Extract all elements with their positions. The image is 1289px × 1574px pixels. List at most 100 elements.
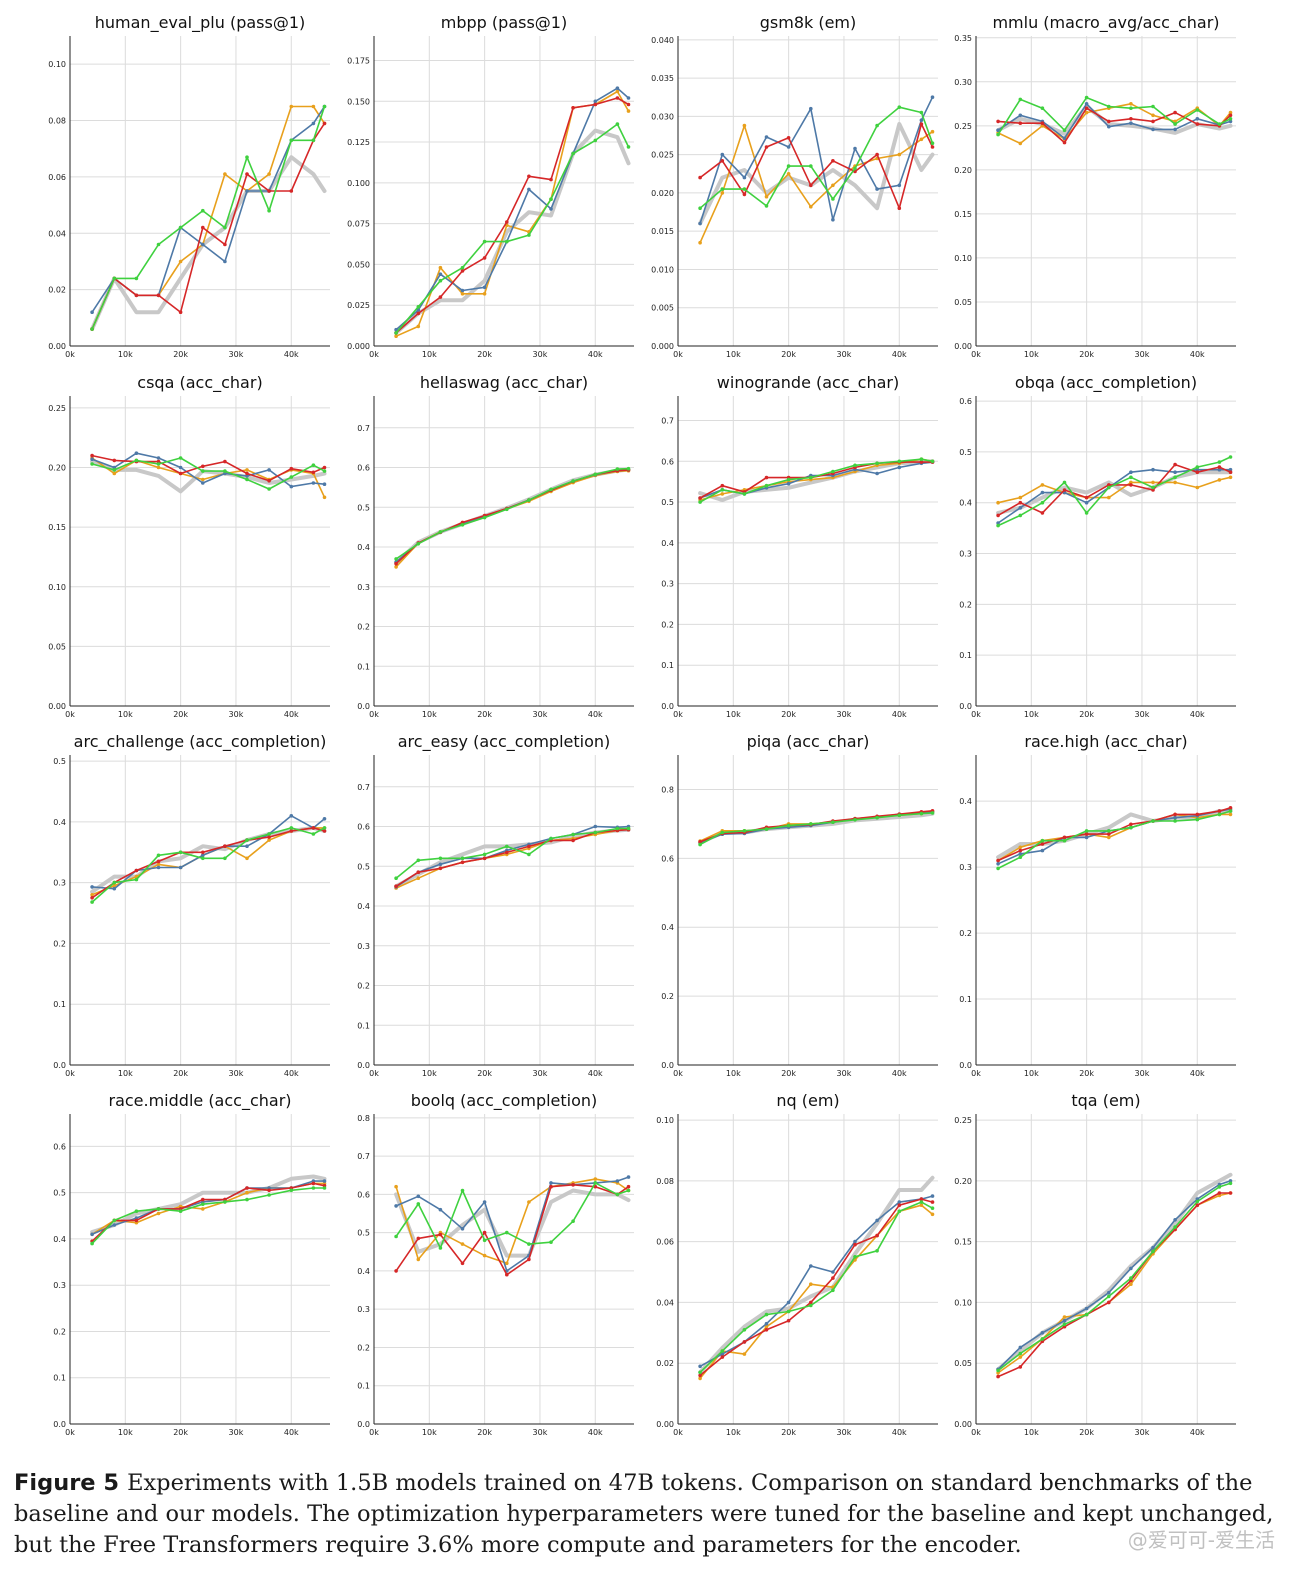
y-tick-label: 0.5 (357, 862, 370, 871)
y-tick-label: 0.10 (954, 1298, 972, 1307)
x-tick-label: 20k (1079, 1428, 1094, 1437)
data-point (720, 1352, 725, 1356)
series-line-red (997, 1192, 1232, 1378)
data-point (1018, 1351, 1023, 1356)
x-tick-label: 10k (422, 710, 437, 719)
data-point (786, 1318, 791, 1323)
data-point (178, 310, 183, 315)
y-tick-label: 0.10 (656, 1116, 674, 1125)
data-point (527, 844, 531, 849)
data-point (460, 265, 465, 270)
data-point (853, 1255, 857, 1259)
data-point (1151, 119, 1155, 124)
data-point (1173, 470, 1177, 475)
y-tick-label: 0.00 (48, 702, 66, 711)
data-point (549, 207, 553, 211)
data-point (1173, 1225, 1177, 1229)
y-tick-label: 0.2 (357, 982, 370, 991)
data-point (875, 123, 879, 128)
data-point (201, 1207, 205, 1211)
data-point (1217, 465, 1222, 469)
data-point (875, 461, 879, 466)
data-point (1084, 511, 1089, 515)
data-point (1062, 1315, 1067, 1319)
data-point (897, 1203, 902, 1207)
data-point (919, 460, 924, 464)
data-point (112, 471, 117, 476)
series-line-green (395, 1182, 630, 1249)
data-point (505, 1272, 509, 1277)
y-tick-label: 0.2 (357, 623, 370, 632)
y-tick-label: 0.4 (357, 543, 370, 552)
y-tick-label: 0.050 (347, 260, 370, 269)
data-point (1107, 832, 1111, 836)
data-point (919, 110, 924, 115)
chart-title: hellaswag (acc_char) (420, 373, 588, 393)
data-point (1129, 822, 1133, 827)
y-tick-label: 0.1 (959, 651, 972, 660)
y-tick-label: 0.02 (656, 1359, 674, 1368)
data-point (289, 104, 294, 109)
data-point (1195, 467, 1200, 472)
series-line-baseline (394, 827, 631, 889)
data-point (416, 305, 421, 309)
y-tick-label: 0.35 (954, 34, 972, 43)
data-point (156, 293, 161, 298)
data-point (178, 865, 183, 870)
y-tick-label: 0.05 (954, 298, 972, 307)
data-point (1062, 1318, 1067, 1323)
y-tick-label: 0.025 (651, 151, 674, 160)
data-point (134, 293, 139, 298)
data-point (527, 233, 531, 237)
data-point (1217, 122, 1222, 126)
data-point (853, 1242, 857, 1247)
data-point (720, 191, 725, 195)
data-point (311, 121, 316, 126)
data-point (438, 1232, 443, 1237)
data-point (311, 1186, 316, 1190)
data-point (267, 832, 271, 836)
series-line-blue (395, 87, 630, 331)
series-line-green (997, 1182, 1232, 1372)
data-point (482, 285, 487, 290)
y-tick-label: 0.6 (53, 1142, 66, 1151)
data-point (996, 500, 1000, 505)
data-point (930, 1206, 935, 1210)
data-point (267, 172, 271, 176)
data-point (1228, 117, 1233, 121)
data-point (571, 832, 575, 837)
data-point (897, 152, 902, 157)
data-point (698, 221, 702, 226)
x-tick-label: 40k (284, 1428, 299, 1437)
x-tick-label: 0k (369, 350, 379, 359)
y-tick-label: 0.2 (53, 939, 66, 948)
data-point (764, 194, 769, 199)
data-point (831, 1270, 835, 1274)
data-point (1062, 136, 1067, 140)
data-point (245, 468, 249, 472)
y-tick-label: 0.175 (347, 56, 370, 65)
data-point (831, 1276, 835, 1280)
data-point (1084, 102, 1089, 106)
data-point (322, 465, 327, 470)
data-point (626, 1175, 631, 1179)
y-tick-label: 0.005 (651, 304, 674, 313)
data-point (112, 468, 117, 472)
y-tick-label: 0.15 (48, 523, 66, 532)
data-point (720, 483, 725, 488)
x-tick-label: 10k (1024, 1428, 1039, 1437)
data-point (809, 106, 813, 111)
data-point (1151, 488, 1155, 492)
chart-title: piqa (acc_char) (747, 732, 870, 752)
chart-panel: tqa (em) 0k 10k 20k 30k 40k 0.00 0.05 0.10 0.15 0.… (954, 1091, 1236, 1437)
series-line-baseline (698, 122, 935, 226)
x-tick-label: 40k (892, 1428, 907, 1437)
data-point (289, 484, 294, 489)
data-point (875, 152, 879, 157)
data-point (223, 172, 227, 176)
y-tick-label: 0.025 (347, 301, 370, 310)
data-point (438, 862, 443, 867)
data-point (1107, 835, 1111, 840)
data-point (311, 826, 316, 830)
data-point (460, 1188, 465, 1193)
